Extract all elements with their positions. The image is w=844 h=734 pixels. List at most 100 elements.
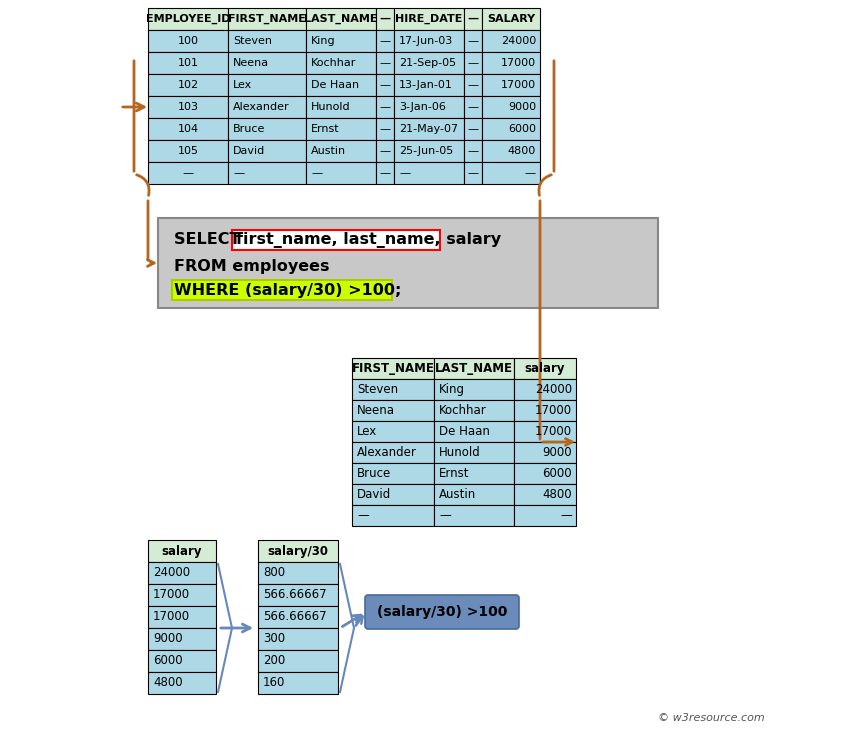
Text: salary: salary [162,545,203,558]
Bar [434,379,514,400]
Bar [228,140,306,162]
Text: Steven: Steven [357,383,398,396]
Bar [306,52,376,74]
Bar [376,118,394,140]
Bar [482,30,540,52]
Text: HIRE_DATE: HIRE_DATE [395,14,463,24]
Bar [482,74,540,96]
Text: FIRST_NAME: FIRST_NAME [228,14,306,24]
Bar [306,162,376,184]
Text: —: — [380,168,391,178]
Bar [228,74,306,96]
Bar [352,400,434,421]
Text: 24000: 24000 [153,567,190,580]
Text: Ernst: Ernst [439,467,469,480]
Text: —: — [468,36,479,46]
Bar [258,606,338,628]
Bar [376,52,394,74]
Text: —: — [439,509,451,522]
Text: De Haan: De Haan [311,80,360,90]
Text: 200: 200 [263,655,285,667]
Bar [148,672,216,694]
Bar [464,96,482,118]
Text: 9000: 9000 [153,633,182,645]
Bar [148,52,228,74]
Bar [306,118,376,140]
Text: Bruce: Bruce [233,124,265,134]
Bar [158,218,658,308]
Text: 13-Jan-01: 13-Jan-01 [399,80,453,90]
Bar [514,379,576,400]
Bar [514,400,576,421]
FancyBboxPatch shape [365,595,519,629]
Text: 21-Sep-05: 21-Sep-05 [399,58,456,68]
Text: Kochhar: Kochhar [439,404,487,417]
Bar [514,358,576,379]
Text: Austin: Austin [311,146,346,156]
Text: 800: 800 [263,567,285,580]
Text: Lex: Lex [233,80,252,90]
Text: 3-Jan-06: 3-Jan-06 [399,102,446,112]
Bar [376,30,394,52]
Bar [148,96,228,118]
Bar [394,74,464,96]
Bar [514,484,576,505]
Bar [228,52,306,74]
Bar [434,421,514,442]
Text: —: — [468,102,479,112]
Bar [258,540,338,562]
Bar [352,505,434,526]
Bar [514,505,576,526]
Bar [464,74,482,96]
Bar [148,30,228,52]
Text: —: — [357,509,369,522]
Text: 103: 103 [177,102,198,112]
Bar [148,74,228,96]
Bar [434,442,514,463]
Text: Hunold: Hunold [439,446,481,459]
Text: —: — [468,168,479,178]
Text: —: — [525,168,536,178]
Text: LAST_NAME: LAST_NAME [304,14,378,24]
Text: King: King [439,383,465,396]
Text: 17000: 17000 [153,611,190,623]
Text: —: — [182,168,193,178]
Text: 566.66667: 566.66667 [263,611,327,623]
Bar [148,8,228,30]
Bar [306,30,376,52]
Text: 24000: 24000 [500,36,536,46]
Bar [376,140,394,162]
Text: Neena: Neena [233,58,269,68]
Bar [464,118,482,140]
Text: salary: salary [525,362,565,375]
Text: —: — [468,80,479,90]
Text: 25-Jun-05: 25-Jun-05 [399,146,453,156]
Bar [148,628,216,650]
Bar [352,442,434,463]
Bar [464,30,482,52]
Text: 17000: 17000 [535,425,572,438]
Bar [306,140,376,162]
Text: 17000: 17000 [500,58,536,68]
Bar [434,484,514,505]
Text: 6000: 6000 [153,655,182,667]
Text: David: David [357,488,392,501]
Bar [394,162,464,184]
Bar [376,96,394,118]
Bar [514,463,576,484]
Text: 101: 101 [177,58,198,68]
Bar [148,584,216,606]
Bar [228,96,306,118]
Text: salary/30: salary/30 [268,545,328,558]
Text: 566.66667: 566.66667 [263,589,327,601]
Bar [482,52,540,74]
Bar [514,421,576,442]
Text: —: — [233,168,244,178]
Text: —: — [311,168,322,178]
Text: Steven: Steven [233,36,272,46]
Text: Alexander: Alexander [233,102,289,112]
Text: Hunold: Hunold [311,102,350,112]
Text: —: — [468,58,479,68]
Text: Kochhar: Kochhar [311,58,356,68]
Text: 9000: 9000 [508,102,536,112]
